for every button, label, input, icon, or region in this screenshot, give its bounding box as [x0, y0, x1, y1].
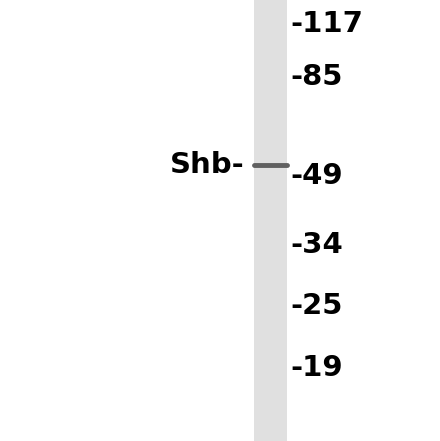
Text: -85: -85	[290, 63, 343, 91]
Text: -117: -117	[290, 10, 363, 38]
Text: -49: -49	[290, 162, 343, 191]
Text: -19: -19	[290, 354, 343, 382]
FancyBboxPatch shape	[254, 0, 287, 441]
Text: -34: -34	[290, 231, 343, 259]
Text: Shb-: Shb-	[169, 151, 244, 179]
Text: -25: -25	[290, 292, 343, 321]
